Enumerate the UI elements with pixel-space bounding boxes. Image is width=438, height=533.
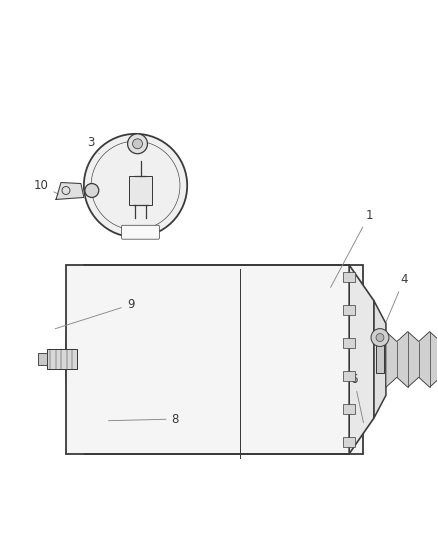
FancyBboxPatch shape [122,225,159,239]
Circle shape [376,334,384,342]
Circle shape [84,134,187,237]
Circle shape [127,134,148,154]
Bar [38,353,47,365]
Bar [66,265,363,454]
Polygon shape [386,332,438,387]
Text: 1: 1 [331,209,373,287]
Text: 6: 6 [350,373,364,423]
Ellipse shape [66,265,104,454]
Bar [343,305,355,315]
Bar [343,371,355,381]
Text: 3: 3 [87,136,99,154]
Bar [343,437,355,447]
Circle shape [371,329,389,346]
Text: 8: 8 [109,413,179,425]
Text: 5: 5 [0,532,1,533]
Polygon shape [56,182,84,199]
Bar [129,175,152,205]
Text: 4: 4 [383,273,408,329]
Bar [343,404,355,414]
Text: 10: 10 [34,179,59,194]
Polygon shape [349,265,374,454]
Polygon shape [374,301,386,418]
Bar [343,272,355,282]
Bar [376,345,384,373]
Circle shape [133,139,142,149]
Bar [343,338,355,348]
Circle shape [85,183,99,197]
Text: 9: 9 [55,298,134,329]
Bar [47,350,77,369]
